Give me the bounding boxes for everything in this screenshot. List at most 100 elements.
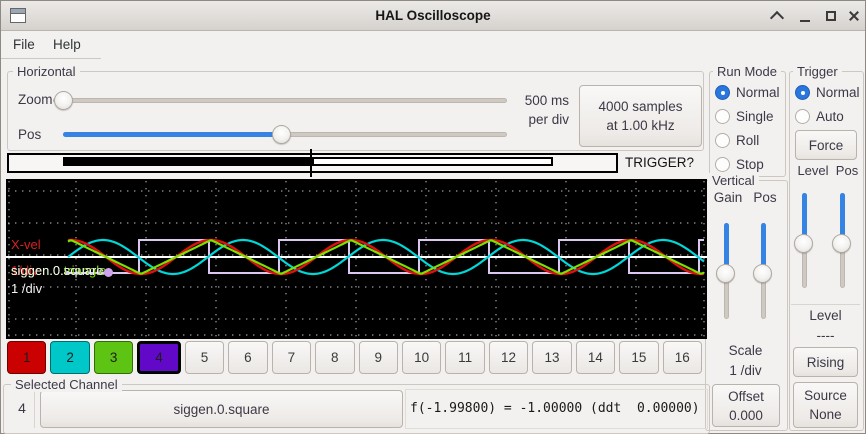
selected-channel-separator xyxy=(34,390,35,428)
maximize-button[interactable] xyxy=(819,1,843,31)
vertical-offset-value: 0.000 xyxy=(729,407,763,423)
channel-button-5[interactable]: 5 xyxy=(184,341,225,374)
horizontal-frame xyxy=(7,71,704,151)
channel-button-row: 1 2 3 4 5 6 7 8 9 10 11 12 13 14 15 16 xyxy=(7,341,702,374)
trigger-source-button[interactable]: Source None xyxy=(793,382,858,428)
radio-icon[interactable] xyxy=(715,85,730,100)
trigger-position-marker xyxy=(310,149,312,177)
channel-source-button[interactable]: siggen.0.square xyxy=(40,390,403,428)
channel-button-12[interactable]: 12 xyxy=(488,341,529,374)
vertical-scale-value: 1 /div xyxy=(729,363,762,378)
scope-selected-scale: 1 /div xyxy=(11,281,43,296)
titlebar: HAL Oscilloscope xyxy=(1,1,865,31)
trigger-source-label: Source xyxy=(804,388,847,403)
trigger-status-text: TRIGGER? xyxy=(625,155,695,170)
timebase-readout: 500 ms per div xyxy=(511,91,569,129)
radio-icon[interactable] xyxy=(795,85,810,100)
channel-button-11[interactable]: 11 xyxy=(445,341,485,374)
scope-ch1-scale: 1/div xyxy=(11,263,39,278)
record-filled-segment xyxy=(63,157,311,166)
trigger-pos-handle[interactable] xyxy=(832,234,851,253)
vertical-gain-fill xyxy=(724,223,729,269)
selected-channel-frame-label: Selected Channel xyxy=(11,377,122,392)
channel-button-8[interactable]: 8 xyxy=(315,341,355,374)
radio-label: Single xyxy=(736,109,774,124)
channel-button-7[interactable]: 7 xyxy=(271,341,312,374)
horizontal-frame-label: Horizontal xyxy=(13,64,80,79)
vertical-gain-handle[interactable] xyxy=(716,264,735,283)
close-button[interactable] xyxy=(842,1,866,31)
channel-button-13[interactable]: 13 xyxy=(532,341,572,374)
radio-icon[interactable] xyxy=(795,109,810,124)
radio-icon[interactable] xyxy=(715,157,730,172)
selected-channel-number: 4 xyxy=(18,400,26,416)
channel-button-3[interactable]: 3 xyxy=(93,341,134,374)
run-mode-radio-group: Normal Single Roll Stop xyxy=(715,84,780,180)
channel-button-4[interactable]: 4 xyxy=(137,341,181,374)
trigger-level-readout-label: Level xyxy=(809,308,842,323)
channel-button-14[interactable]: 14 xyxy=(575,341,616,374)
trigger-level-handle[interactable] xyxy=(794,234,813,253)
channel-button-15[interactable]: 15 xyxy=(619,341,659,374)
radio-label: Stop xyxy=(736,157,764,172)
trigger-separator xyxy=(791,304,860,305)
radio-label: Normal xyxy=(736,85,780,100)
horizontal-pos-fill xyxy=(63,132,282,137)
shade-button[interactable] xyxy=(765,1,789,31)
close-icon xyxy=(848,10,860,22)
scope-ch3-name: siggen.0.triangle xyxy=(11,263,107,278)
pos-slider-label: Pos xyxy=(18,127,42,142)
channel-button-9[interactable]: 9 xyxy=(358,341,398,374)
radio-option-single[interactable]: Single xyxy=(715,108,780,125)
timebase-value: 500 ms xyxy=(524,93,569,108)
window-title: HAL Oscilloscope xyxy=(375,8,491,23)
scope-display: X-vel 1/div siggen.0.triangle siggen.0.s… xyxy=(6,179,707,339)
menu-file[interactable]: File xyxy=(13,37,35,52)
radio-label: Roll xyxy=(736,133,760,148)
trigger-level-label: Level xyxy=(797,163,829,178)
vertical-scale-label: Scale xyxy=(728,343,763,358)
menu-help[interactable]: Help xyxy=(53,37,81,52)
trigger-edge-button[interactable]: Rising xyxy=(793,347,858,377)
force-trigger-button[interactable]: Force xyxy=(795,130,857,160)
radio-option-stop[interactable]: Stop xyxy=(715,156,780,173)
vertical-pos-label: Pos xyxy=(753,190,777,205)
channel-button-10[interactable]: 10 xyxy=(401,341,442,374)
vertical-offset-button[interactable]: Offset 0.000 xyxy=(712,384,780,427)
radio-option-roll[interactable]: Roll xyxy=(715,132,780,149)
trigger-frame-label: Trigger xyxy=(793,64,842,79)
channel-button-16[interactable]: 16 xyxy=(662,341,702,374)
minimize-icon xyxy=(800,20,810,22)
selected-channel-dot xyxy=(104,268,113,277)
horizontal-pos-handle[interactable] xyxy=(272,125,291,144)
radio-icon[interactable] xyxy=(715,109,730,124)
trigger-mode-radio-group: Normal Auto xyxy=(795,84,860,132)
trigger-level-readout-value: ---- xyxy=(816,328,835,343)
samples-line2: at 1.00 kHz xyxy=(606,118,675,133)
vertical-frame-label: Vertical xyxy=(708,173,759,188)
channel-button-2[interactable]: 2 xyxy=(50,341,90,374)
trigger-pos-fill xyxy=(840,193,845,239)
radio-option-auto[interactable]: Auto xyxy=(795,108,860,125)
channel-readout-box: f(-1.99800) = -1.00000 (ddt 0.00000) xyxy=(405,389,708,429)
run-mode-frame-label: Run Mode xyxy=(713,64,781,79)
scope-waveforms xyxy=(6,181,707,337)
channel-button-1[interactable]: 1 xyxy=(7,341,47,374)
radio-option-normal[interactable]: Normal xyxy=(715,84,780,101)
channel-button-6[interactable]: 6 xyxy=(228,341,268,374)
zoom-slider-handle[interactable] xyxy=(54,91,73,110)
window-menu-icon[interactable] xyxy=(10,8,26,23)
vertical-pos-handle[interactable] xyxy=(753,264,772,283)
trigger-pos-label: Pos xyxy=(835,163,859,178)
radio-option-normal[interactable]: Normal xyxy=(795,84,860,101)
scope-ch1-name: X-vel xyxy=(11,237,41,252)
minimize-button[interactable] xyxy=(793,1,817,31)
trigger-source-value: None xyxy=(809,407,842,422)
channel-value-readout: f(-1.99800) = -1.00000 (ddt 0.00000) xyxy=(410,401,700,416)
shade-icon xyxy=(769,10,785,26)
radio-icon[interactable] xyxy=(715,133,730,148)
zoom-slider-track[interactable] xyxy=(53,98,507,103)
samples-button[interactable]: 4000 samples at 1.00 kHz xyxy=(579,85,702,147)
menubar-underline xyxy=(1,58,101,59)
